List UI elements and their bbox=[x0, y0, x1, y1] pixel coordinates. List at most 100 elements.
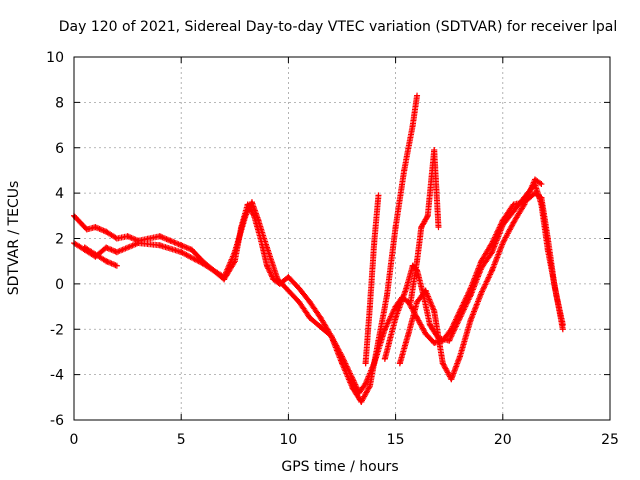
data-point bbox=[403, 285, 410, 292]
series-track-f bbox=[407, 147, 442, 306]
series-track-e bbox=[362, 192, 382, 367]
data-point bbox=[401, 167, 408, 174]
data-point bbox=[392, 224, 399, 231]
data-point bbox=[422, 287, 429, 294]
y-tick-label: -4 bbox=[50, 368, 64, 384]
data-point bbox=[199, 260, 206, 267]
data-point bbox=[431, 308, 438, 315]
data-point bbox=[499, 240, 506, 247]
data-point bbox=[81, 244, 88, 251]
data-point bbox=[414, 299, 421, 306]
data-point bbox=[510, 208, 517, 215]
data-point bbox=[409, 122, 416, 129]
x-tick-label: 25 bbox=[601, 432, 619, 448]
data-point bbox=[375, 192, 382, 199]
series-track-g bbox=[81, 244, 120, 269]
data-point bbox=[467, 317, 474, 324]
data-point bbox=[146, 235, 153, 242]
data-point bbox=[274, 276, 281, 283]
y-tick-label: -6 bbox=[50, 413, 64, 429]
data-point bbox=[538, 181, 545, 188]
data-point bbox=[448, 376, 455, 383]
data-point bbox=[92, 251, 99, 258]
data-point bbox=[456, 353, 463, 360]
chart-title: Day 120 of 2021, Sidereal Day-to-day VTE… bbox=[59, 19, 617, 35]
y-tick-label: 0 bbox=[55, 277, 64, 293]
tick-labels: 0 5 10 15 20 25 -6 -4 -2 0 2 4 6 8 10 bbox=[46, 50, 619, 448]
data-point bbox=[414, 314, 421, 321]
data-point bbox=[381, 355, 388, 362]
data-point bbox=[83, 226, 90, 233]
data-point bbox=[422, 330, 429, 337]
data-point bbox=[478, 289, 485, 296]
data-point bbox=[296, 285, 303, 292]
data-point bbox=[263, 262, 270, 269]
series-track-d bbox=[396, 176, 545, 383]
y-tick-label: 10 bbox=[46, 50, 64, 66]
data-point bbox=[435, 224, 442, 231]
data-point bbox=[285, 287, 292, 294]
data-point bbox=[178, 242, 185, 249]
x-tick-label: 20 bbox=[494, 432, 512, 448]
data-point bbox=[77, 219, 84, 226]
data-point bbox=[392, 314, 399, 321]
data-point bbox=[113, 249, 120, 256]
data-point bbox=[285, 274, 292, 281]
y-tick-label: -2 bbox=[50, 322, 64, 338]
data-point bbox=[124, 233, 131, 240]
data-point bbox=[371, 240, 378, 247]
data-point bbox=[431, 339, 438, 346]
data-point bbox=[349, 385, 356, 392]
data-point bbox=[384, 292, 391, 299]
data-point bbox=[405, 330, 412, 337]
data-point bbox=[446, 337, 453, 344]
data-point bbox=[426, 321, 433, 328]
data-point bbox=[221, 274, 228, 281]
data-point bbox=[188, 246, 195, 253]
data-point bbox=[358, 398, 365, 405]
data-point bbox=[489, 267, 496, 274]
data-point bbox=[396, 360, 403, 367]
data-point bbox=[521, 201, 528, 208]
data-point bbox=[510, 219, 517, 226]
data-point bbox=[296, 299, 303, 306]
data-point bbox=[467, 292, 474, 299]
data-point bbox=[544, 246, 551, 253]
data-point bbox=[255, 217, 262, 224]
y-tick-label: 6 bbox=[55, 141, 64, 157]
y-tick-label: 4 bbox=[55, 186, 64, 202]
x-axis-label: GPS time / hours bbox=[281, 459, 398, 475]
y-tick-label: 8 bbox=[55, 95, 64, 111]
data-point bbox=[103, 258, 110, 265]
data-point bbox=[156, 242, 163, 249]
data-point bbox=[366, 382, 373, 389]
data-points bbox=[71, 92, 566, 405]
data-point bbox=[135, 240, 142, 247]
data-point bbox=[263, 244, 270, 251]
data-point bbox=[489, 249, 496, 256]
data-point bbox=[439, 360, 446, 367]
y-axis-label: SDTVAR / TECUs bbox=[6, 181, 22, 296]
data-point bbox=[366, 303, 373, 310]
data-point bbox=[407, 299, 414, 306]
data-point bbox=[418, 224, 425, 231]
data-point bbox=[559, 321, 566, 328]
x-tick-label: 0 bbox=[70, 432, 79, 448]
data-point bbox=[113, 235, 120, 242]
data-point bbox=[478, 264, 485, 271]
data-point bbox=[431, 147, 438, 154]
data-point bbox=[248, 199, 255, 206]
data-point bbox=[531, 176, 538, 183]
x-tick-label: 10 bbox=[279, 432, 297, 448]
data-point bbox=[231, 249, 238, 256]
data-point bbox=[103, 244, 110, 251]
plot-frame bbox=[73, 56, 611, 421]
data-point bbox=[339, 360, 345, 367]
data-point bbox=[510, 201, 517, 208]
data-point bbox=[456, 314, 463, 321]
data-point bbox=[113, 262, 120, 269]
x-tick-label: 5 bbox=[177, 432, 186, 448]
data-point bbox=[317, 314, 324, 321]
